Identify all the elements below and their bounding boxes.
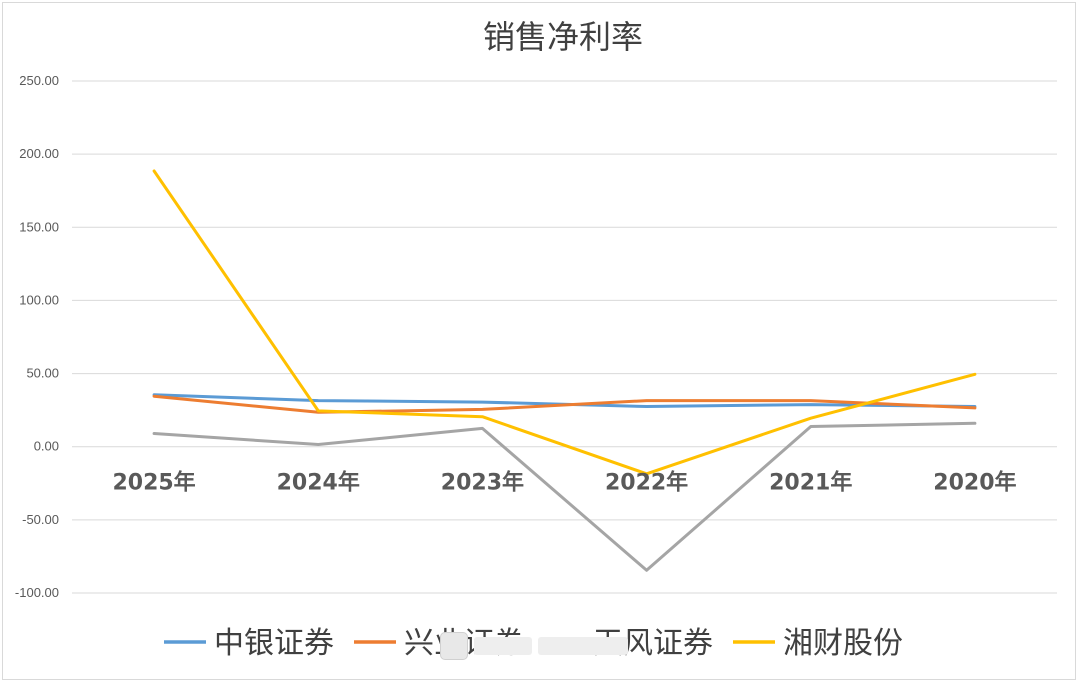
y-tick-label: 200.00 <box>19 146 59 161</box>
x-tick-label: 2024年 <box>277 470 360 496</box>
legend-label: 中银证券 <box>214 626 334 661</box>
y-tick-label: 250.00 <box>19 73 59 88</box>
y-tick-label: 50.00 <box>26 366 59 381</box>
y-tick-label: 100.00 <box>19 292 59 307</box>
series-line <box>152 394 977 414</box>
x-tick-label: 2025年 <box>112 470 195 496</box>
x-tick-label: 2023年 <box>441 470 524 496</box>
watermark-bar <box>538 637 628 655</box>
gridlines <box>72 80 1057 594</box>
y-tick-label: 0.00 <box>34 439 59 454</box>
y-axis-ticks: 250.00 200.00 150.00 100.00 50.00 0.00 -50.00 -… <box>15 73 59 600</box>
x-axis-ticks: 2025年 2024年 2023年 2022年 2021年 2020年 <box>112 470 1016 496</box>
watermark <box>440 632 630 660</box>
legend-label: 湘财股份 <box>783 626 903 661</box>
chart-title: 销售净利率 <box>483 18 643 56</box>
x-tick-label: 2021年 <box>769 470 852 496</box>
watermark-bar <box>474 637 532 655</box>
y-tick-label: 150.00 <box>19 219 59 234</box>
series-lines <box>152 169 977 572</box>
x-tick-label: 2020年 <box>933 470 1016 496</box>
watermark-logo-icon <box>440 632 468 660</box>
x-tick-label: 2022年 <box>605 470 688 496</box>
series-line <box>152 169 977 476</box>
y-tick-label: -100.00 <box>15 585 59 600</box>
series-line <box>152 421 977 572</box>
y-tick-label: -50.00 <box>22 512 59 527</box>
